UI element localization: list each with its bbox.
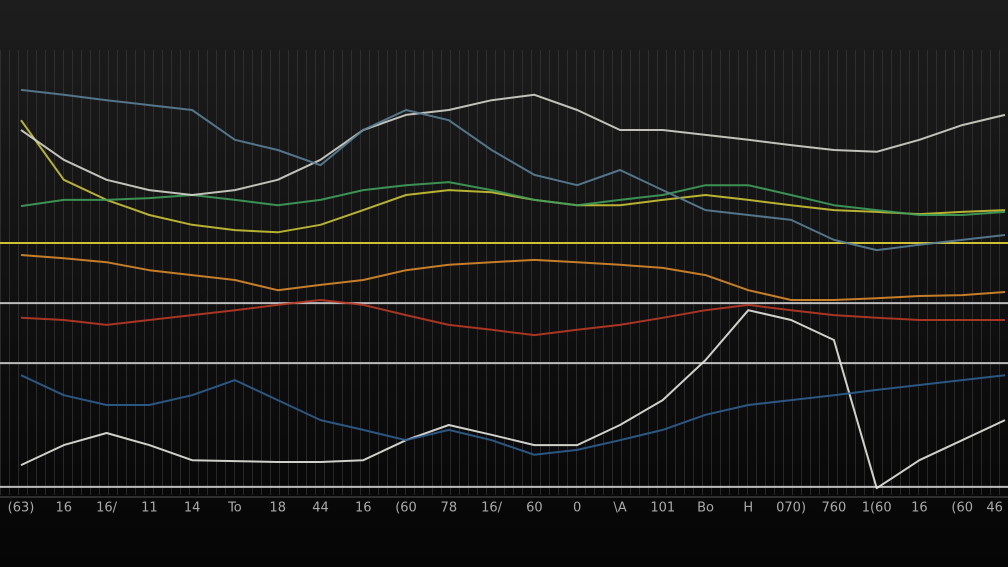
x-tick-label: 18 xyxy=(269,501,286,516)
plot-area: (63) 16 16/11 14 To 18 44 16 (60 78 16/60 0 \A 101 Bo H… xyxy=(0,50,1008,516)
x-tick-label: 760 xyxy=(821,501,846,516)
x-tick-label: 101 xyxy=(650,501,675,516)
x-tick-label: 14 xyxy=(184,501,201,516)
series-line xyxy=(20,88,1006,252)
series-line xyxy=(20,93,1006,196)
series-line xyxy=(20,181,1006,216)
x-tick-label: (60 xyxy=(395,501,417,516)
x-tick-label: 16/ xyxy=(96,501,118,516)
x-tick-label: 070) xyxy=(776,501,806,516)
x-tick-label: H xyxy=(743,501,753,516)
x-tick-label: 1(60 xyxy=(862,501,892,516)
series-line xyxy=(20,374,1006,456)
x-tick-label: \A xyxy=(613,501,626,516)
x-tick-label: 46 60 xyxy=(986,501,1008,516)
x-tick-label: (63) xyxy=(8,501,35,516)
series-line xyxy=(20,309,1006,490)
x-tick-label: 11 xyxy=(141,501,158,516)
x-tick-label: (60 xyxy=(951,501,973,516)
x-tick-label: 0 xyxy=(573,501,581,516)
grid xyxy=(0,50,1008,495)
series-line xyxy=(20,119,1006,234)
x-tick-label: 16 xyxy=(911,501,928,516)
series-line xyxy=(20,254,1006,301)
x-tick-label: 16/ xyxy=(481,501,503,516)
x-tick-label: 16 xyxy=(355,501,372,516)
x-tick-label: To xyxy=(227,501,242,516)
series-line xyxy=(20,299,1005,337)
x-tick-label: 44 xyxy=(312,501,329,516)
x-tick-label: Bo xyxy=(697,501,714,516)
x-tick-label: 78 xyxy=(441,501,458,516)
x-tick-label: 60 xyxy=(526,501,543,516)
x-tick-label: 16 xyxy=(56,501,73,516)
